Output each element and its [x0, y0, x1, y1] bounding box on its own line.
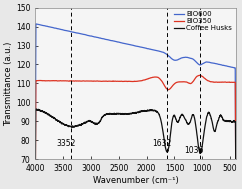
Coffee Husks — [96, 122, 99, 125]
Y-axis label: Transmittance (a.u.): Transmittance (a.u.) — [4, 41, 13, 126]
BIO600 — [34, 157, 37, 159]
BIO350 — [58, 80, 60, 82]
BIO350 — [172, 83, 175, 86]
Coffee Husks — [189, 121, 192, 123]
BIO350 — [234, 174, 237, 177]
Coffee Husks — [58, 121, 61, 123]
Text: 1036: 1036 — [184, 146, 204, 155]
Coffee Husks — [34, 108, 37, 110]
X-axis label: Wavenumber (cm⁻¹): Wavenumber (cm⁻¹) — [93, 176, 178, 185]
Line: BIO600: BIO600 — [35, 24, 236, 169]
Coffee Husks — [46, 114, 49, 116]
BIO600 — [96, 36, 99, 39]
BIO600 — [172, 59, 175, 61]
Line: BIO350: BIO350 — [35, 75, 236, 186]
BIO350 — [189, 82, 191, 84]
Coffee Husks — [58, 120, 61, 122]
Line: Coffee Husks: Coffee Husks — [35, 109, 236, 189]
BIO600 — [34, 23, 37, 25]
BIO350 — [34, 185, 37, 187]
BIO600 — [58, 28, 61, 30]
BIO350 — [46, 80, 49, 82]
BIO350 — [198, 74, 201, 76]
Text: 1632: 1632 — [152, 139, 172, 148]
Coffee Husks — [172, 114, 175, 117]
BIO600 — [58, 28, 61, 30]
BIO600 — [46, 26, 49, 28]
Text: 3352: 3352 — [56, 139, 76, 148]
Coffee Husks — [234, 184, 237, 187]
BIO600 — [189, 57, 192, 59]
BIO350 — [96, 80, 99, 82]
BIO350 — [58, 80, 61, 82]
Legend: BIO600, BIO350, Coffee Husks: BIO600, BIO350, Coffee Husks — [173, 10, 234, 33]
BIO600 — [234, 167, 237, 170]
